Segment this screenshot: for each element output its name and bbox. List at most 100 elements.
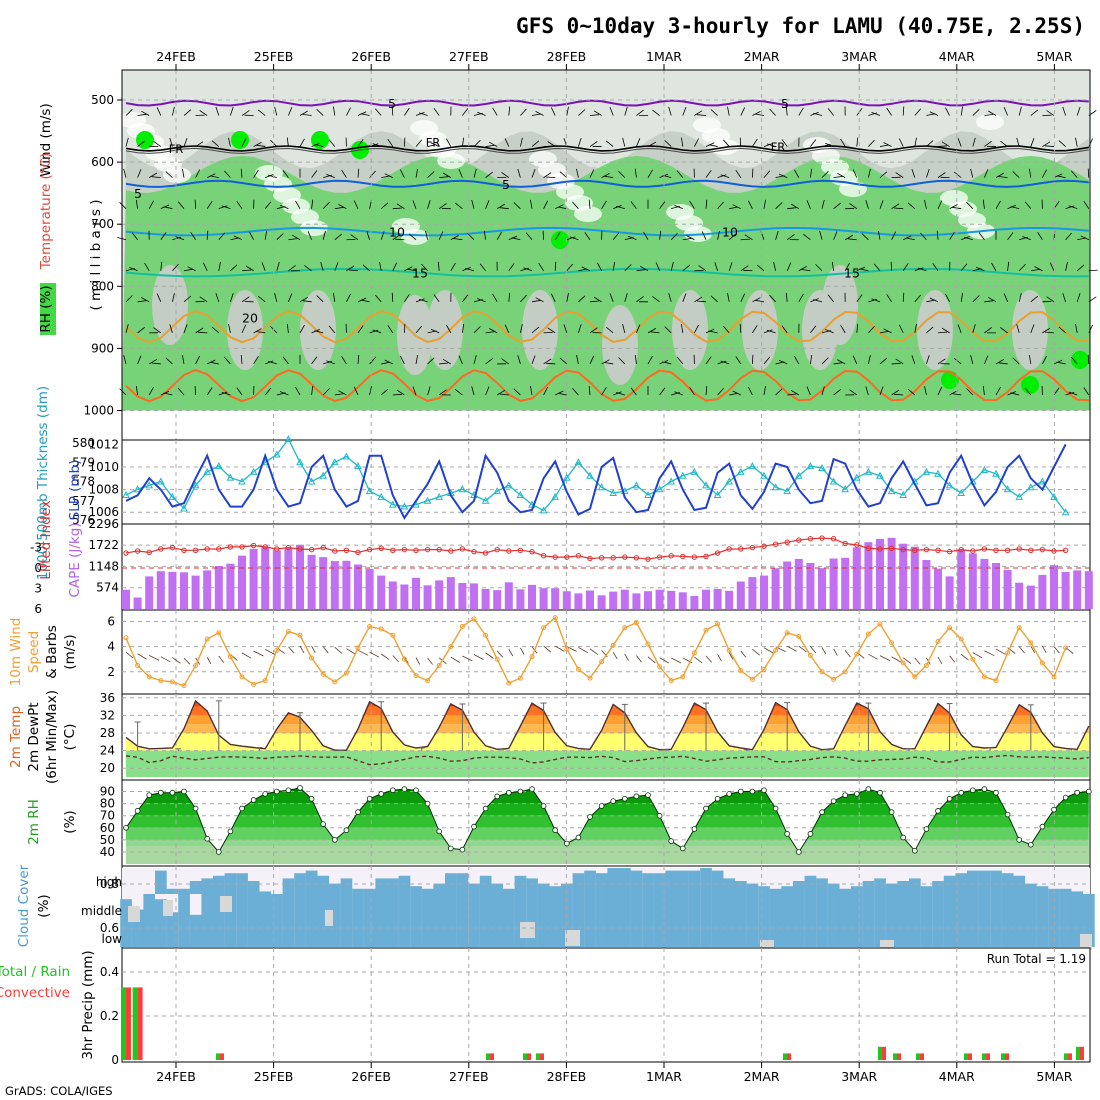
cape-bar	[1073, 570, 1082, 609]
wind10-barb	[960, 653, 969, 661]
rh-clear-pocket	[401, 229, 429, 245]
cloud-bar	[271, 920, 283, 947]
wind-barb	[953, 357, 962, 365]
wind-barb	[218, 261, 221, 271]
thickness-point	[957, 489, 966, 497]
wind10-point	[204, 636, 210, 642]
wind-barb	[357, 168, 360, 178]
wind-barb	[1018, 106, 1022, 116]
wind-barb	[755, 299, 765, 303]
wind-barb	[404, 137, 406, 147]
wind-barb	[160, 232, 167, 240]
wind-barb	[937, 172, 946, 178]
li-point	[946, 548, 953, 555]
wind-barb	[415, 298, 425, 303]
rh2m-point	[389, 787, 396, 794]
wind-barb	[224, 356, 231, 365]
wind-barb	[696, 300, 707, 303]
cloud-bar	[769, 888, 782, 894]
rh-clear-pocket	[163, 167, 191, 183]
wind-barb	[479, 263, 486, 272]
cloud-bar	[967, 870, 979, 894]
wind-barb	[455, 389, 463, 396]
date-label-bottom: 4MAR	[939, 1069, 975, 1084]
wind10-point	[668, 678, 674, 684]
wind-barb	[640, 265, 649, 272]
precip-rain-bar	[132, 987, 138, 1060]
wind10-point	[297, 632, 303, 638]
cloud-bar	[537, 920, 550, 947]
cape-bar	[284, 548, 293, 609]
wind-barb	[694, 138, 699, 147]
wind-barb	[856, 137, 859, 147]
rh2m-point	[262, 791, 269, 797]
date-label-top: 3MAR	[841, 49, 877, 64]
wind-barb	[1012, 357, 1020, 365]
cloud-bar	[909, 894, 921, 920]
temp-label-a: 2m Temp	[8, 706, 24, 768]
wind10-point	[355, 645, 361, 651]
wind-barb	[209, 361, 219, 365]
wind-barb	[681, 137, 684, 147]
slp-tick: 1006	[88, 505, 119, 519]
thickness-point	[191, 481, 200, 489]
wind-barb	[346, 265, 355, 272]
wind-barb	[995, 200, 1001, 209]
rh2m-point	[807, 831, 814, 837]
cloud-bar	[584, 920, 596, 947]
rh2m-point	[343, 827, 350, 834]
wind10-barb	[578, 647, 588, 653]
wind10-point	[575, 666, 581, 672]
wind-barb	[674, 205, 683, 210]
wind10-barb	[265, 648, 275, 655]
rh2m-point	[181, 788, 187, 795]
cloud-bar	[793, 894, 805, 920]
wind10-point	[425, 678, 431, 684]
cape-bar	[493, 590, 502, 609]
wind-barb	[408, 233, 417, 241]
cloud-bar	[189, 914, 202, 920]
wind-barb	[241, 269, 252, 272]
wind-barb	[418, 112, 428, 116]
wind-barb	[636, 324, 641, 334]
li-point	[691, 554, 698, 560]
rh-moist-core	[1071, 351, 1089, 369]
wind-barb	[984, 114, 994, 116]
cape-bar	[945, 576, 954, 609]
thickness-point	[945, 481, 954, 489]
wind-barb	[264, 387, 272, 396]
rh-bands	[118, 70, 1090, 411]
rh2m-point	[726, 791, 732, 797]
rh2m-point	[946, 795, 953, 802]
cape-bar	[539, 588, 548, 609]
wind-barb	[175, 236, 185, 241]
wind-barb	[404, 107, 410, 116]
date-label-bottom: 5MAR	[1036, 1069, 1072, 1084]
slp-tick: 1010	[88, 460, 119, 474]
wind-barb	[421, 263, 428, 272]
wind10-point	[251, 681, 257, 687]
wind-barb	[755, 113, 765, 116]
wind-barb	[1042, 169, 1047, 178]
wind-barb	[810, 139, 817, 147]
wind10-point	[564, 646, 570, 652]
wind-barb	[895, 358, 904, 365]
cloud-bar	[155, 870, 167, 894]
wind-barb	[163, 392, 173, 396]
cloud-bar	[178, 888, 190, 894]
wind-barb	[803, 233, 811, 241]
thickness-point	[899, 490, 908, 498]
cloud-bar	[1001, 920, 1014, 947]
wind-barb	[450, 235, 459, 241]
li-point	[935, 547, 941, 554]
wind-barb	[557, 206, 567, 210]
cloud-bar	[746, 920, 759, 947]
cloud-bar	[1025, 894, 1037, 920]
cape-bar	[145, 576, 154, 609]
cloud-bar	[282, 894, 295, 920]
wind-barb	[972, 324, 976, 333]
thickness-point	[180, 504, 188, 512]
wind-barb	[609, 106, 614, 116]
cloud-bar	[816, 920, 828, 947]
cloud-bar	[619, 868, 631, 894]
